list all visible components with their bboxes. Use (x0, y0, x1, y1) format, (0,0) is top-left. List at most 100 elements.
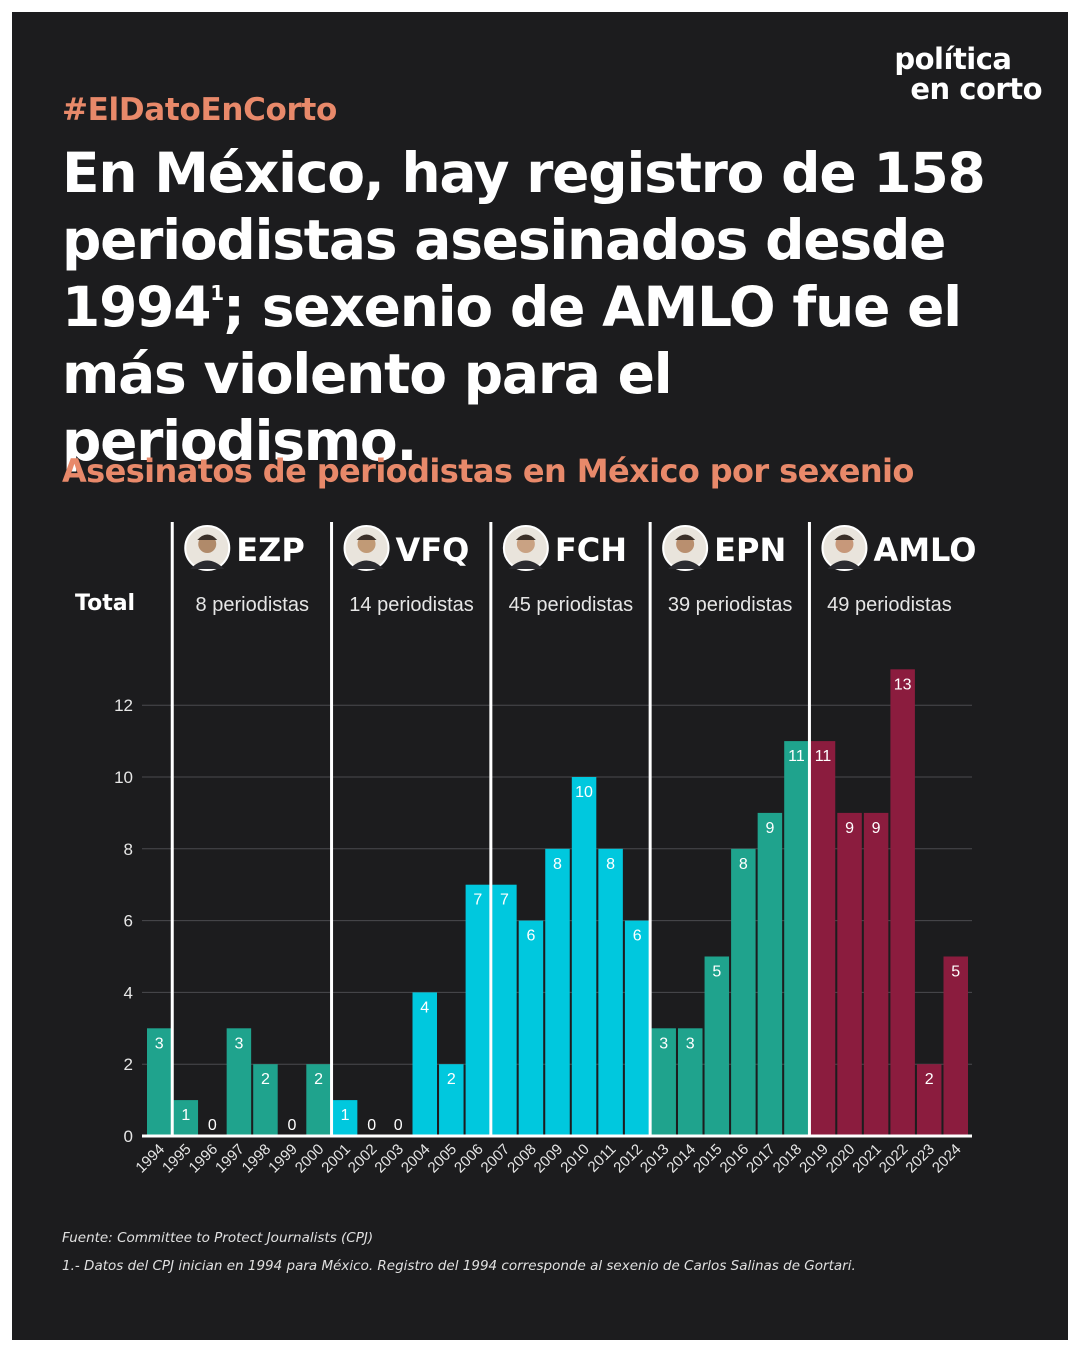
x-tick-label: 1997 (212, 1141, 248, 1177)
x-tick-label: 1998 (239, 1141, 275, 1177)
bar-value-label: 7 (500, 892, 509, 909)
y-tick-label: 12 (114, 696, 133, 715)
x-tick-label: 2002 (345, 1141, 381, 1177)
bar-value-label: 2 (447, 1071, 456, 1088)
x-tick-label: 2003 (371, 1141, 407, 1177)
x-tick-label: 2011 (585, 1141, 620, 1176)
sexenio-name: VFQ (396, 531, 470, 569)
portrait-hair-icon (675, 534, 696, 540)
y-tick-label: 6 (124, 912, 133, 931)
x-tick-label: 2001 (318, 1141, 354, 1177)
bar (173, 1100, 199, 1136)
bar-value-label: 9 (845, 820, 854, 837)
portrait-suit-icon (349, 560, 384, 569)
bar-value-label: 3 (234, 1035, 243, 1052)
chart-subtitle: Asesinatos de periodistas en México por … (62, 452, 914, 490)
bar-value-label: 11 (815, 748, 832, 765)
bar-value-label: 5 (712, 964, 721, 981)
bar-value-label: 4 (420, 999, 429, 1016)
bar-value-label: 3 (659, 1035, 668, 1052)
headline: En México, hay registro de 158 periodist… (62, 140, 1022, 475)
x-tick-label: 2017 (743, 1141, 779, 1177)
bar (439, 1064, 464, 1136)
bar-value-label: 8 (606, 856, 615, 873)
bar-value-label: 6 (633, 928, 642, 945)
x-tick-label: 2009 (531, 1141, 567, 1177)
portrait-suit-icon (508, 560, 543, 569)
bar (916, 1064, 942, 1136)
bar-value-label: 11 (788, 748, 805, 765)
portrait-hair-icon (834, 534, 855, 540)
headline-part-2: ; sexenio de AMLO fue el más violento pa… (62, 275, 962, 473)
bar (545, 848, 570, 1136)
bar (306, 1064, 331, 1136)
bar-value-label: 9 (765, 820, 774, 837)
x-tick-label: 2000 (292, 1141, 328, 1177)
x-tick-label: 2007 (478, 1141, 514, 1177)
sexenio-name: EPN (714, 531, 786, 569)
bar-value-label: 10 (575, 784, 593, 801)
bar-value-label: 0 (367, 1117, 376, 1134)
x-tick-label: 2013 (637, 1141, 673, 1177)
bar (332, 1100, 358, 1136)
bar (571, 777, 597, 1136)
bar (943, 956, 968, 1136)
bar (863, 812, 889, 1136)
bar-value-label: 7 (473, 892, 482, 909)
x-tick-label: 1994 (132, 1141, 168, 1177)
portrait-suit-icon (827, 560, 862, 569)
y-tick-label: 2 (124, 1055, 133, 1074)
bar (465, 884, 491, 1136)
bar (518, 920, 544, 1136)
x-tick-label: 2012 (610, 1141, 646, 1177)
total-label: Total (75, 591, 135, 616)
x-tick-label: 1995 (159, 1141, 195, 1177)
bar-value-label: 0 (394, 1117, 403, 1134)
bar (810, 741, 836, 1136)
x-tick-label: 2010 (557, 1141, 593, 1177)
sexenio-total: 39 periodistas (668, 594, 793, 616)
bar-value-label: 2 (261, 1071, 270, 1088)
bar (226, 1028, 252, 1136)
bar (731, 848, 756, 1136)
bar (678, 1028, 703, 1136)
x-tick-label: 2015 (690, 1141, 726, 1177)
portrait-suit-icon (190, 560, 225, 569)
bar (757, 812, 783, 1136)
x-tick-label: 2021 (849, 1141, 885, 1177)
sexenio-name: EZP (236, 531, 305, 569)
y-tick-label: 4 (124, 983, 133, 1002)
x-tick-label: 2004 (398, 1141, 434, 1177)
sexenio-total: 49 periodistas (827, 594, 952, 616)
portrait-hair-icon (356, 534, 377, 540)
bar-value-label: 1 (181, 1107, 190, 1124)
x-tick-label: 1999 (265, 1141, 301, 1177)
bar (598, 848, 623, 1136)
footer-note: 1.- Datos del CPJ inician en 1994 para M… (62, 1258, 856, 1274)
brand-logo: política en corto (894, 44, 1042, 104)
x-tick-label: 2020 (823, 1141, 859, 1177)
bar-value-label: 13 (894, 676, 912, 693)
bar (147, 1028, 172, 1136)
bar-value-label: 6 (526, 928, 535, 945)
bar (890, 669, 915, 1136)
bar-value-label: 2 (925, 1071, 934, 1088)
x-tick-label: 2023 (902, 1141, 938, 1177)
x-tick-label: 2006 (451, 1141, 487, 1177)
headline-footnote-mark: 1 (210, 281, 224, 305)
bar-value-label: 8 (739, 856, 748, 873)
bar-value-label: 3 (155, 1035, 164, 1052)
bar (253, 1064, 278, 1136)
headline-part-1: En México, hay registro de 158 periodist… (62, 141, 986, 339)
portrait-hair-icon (515, 534, 536, 540)
bar (784, 741, 809, 1136)
sexenio-total: 8 periodistas (196, 594, 309, 616)
hashtag: #ElDatoEnCorto (62, 92, 338, 128)
x-tick-label: 2018 (770, 1141, 806, 1177)
bar-value-label: 9 (872, 820, 881, 837)
bar-value-label: 3 (686, 1035, 695, 1052)
bar (492, 884, 517, 1136)
brand-line-2: en corto (910, 72, 1042, 106)
sexenio-total: 14 periodistas (349, 594, 474, 616)
